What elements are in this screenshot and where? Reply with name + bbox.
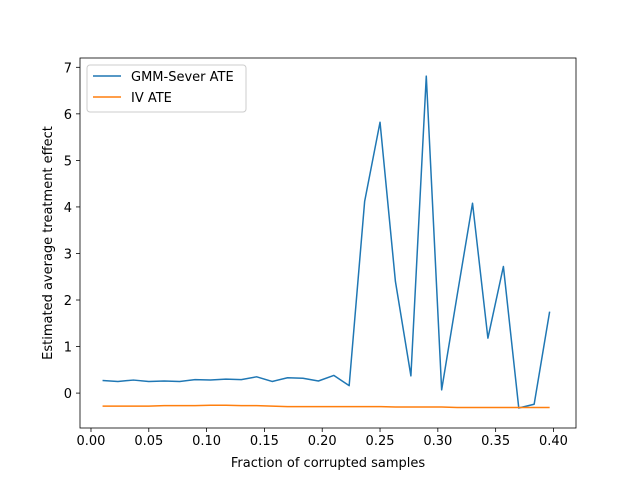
y-tick-label: 3 [64,247,72,262]
x-tick-label: 0.05 [134,434,163,449]
x-tick-label: 0.40 [539,434,568,449]
y-tick-label: 1 [64,341,72,356]
y-tick-label: 6 [64,108,72,123]
x-axis: 0.00 0.05 0.10 0.15 0.20 0.25 0.30 0.35 0.40 [77,428,568,449]
legend: GMM-Sever ATE IV ATE [87,65,246,112]
x-axis-label: Fraction of corrupted samples [231,456,425,471]
y-axis-label: Estimated average treatment effect [41,126,56,360]
plot-background [80,58,576,428]
y-tick-label: 5 [64,154,72,169]
y-tick-label: 7 [64,61,72,76]
legend-label-iv: IV ATE [131,91,172,106]
x-tick-label: 0.35 [481,434,510,449]
x-tick-label: 0.00 [77,434,106,449]
x-tick-label: 0.25 [366,434,395,449]
legend-label-gmm-sever: GMM-Sever ATE [131,70,234,85]
x-tick-label: 0.30 [423,434,452,449]
y-tick-label: 4 [64,201,72,216]
y-axis: 0 1 2 3 4 5 6 7 [64,61,80,402]
x-tick-label: 0.20 [308,434,337,449]
y-tick-label: 0 [64,387,72,402]
x-tick-label: 0.15 [250,434,279,449]
x-tick-label: 0.10 [192,434,221,449]
y-tick-label: 2 [64,294,72,309]
